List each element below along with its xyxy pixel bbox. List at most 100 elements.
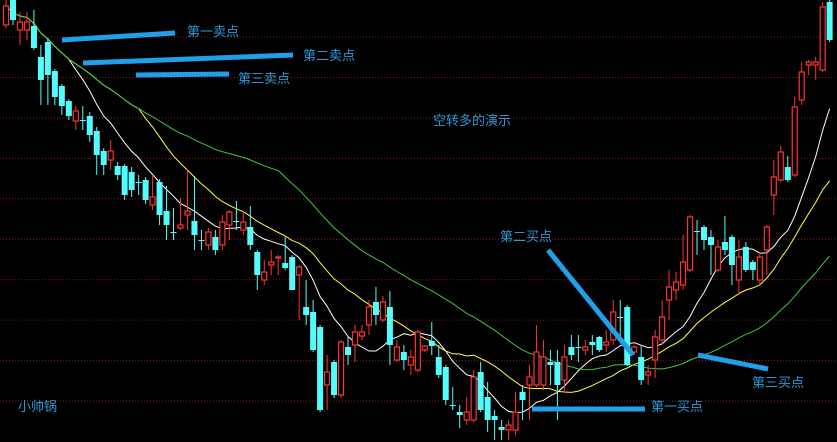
candle-body-down [596, 337, 603, 350]
candle-body-down [624, 307, 631, 365]
candle-body-down [449, 405, 456, 406]
candle-body-down [86, 116, 93, 135]
candle [317, 325, 324, 412]
candle-body-down [498, 427, 505, 430]
candle [170, 208, 177, 240]
candle-body-down [589, 342, 596, 345]
candle-body-up [2, 5, 10, 26]
candle [707, 230, 714, 275]
candle-body-up [275, 256, 282, 259]
candle [177, 198, 184, 230]
candle [449, 387, 456, 410]
candle-body-down [721, 242, 728, 250]
candle [435, 345, 442, 378]
candle [58, 84, 65, 115]
candle [805, 60, 812, 75]
candle-body-down [547, 362, 554, 365]
candle [589, 335, 596, 355]
candle [652, 330, 659, 378]
ma-slow-line [5, 5, 830, 371]
buy-point-3-label: 第三买点 [752, 376, 805, 391]
candle-body-down [156, 182, 163, 215]
candle [763, 225, 770, 275]
candle-body-up [240, 221, 247, 231]
candle [191, 176, 198, 250]
annotation-lines [61, 30, 769, 412]
candle-body-down [44, 42, 51, 75]
candle [198, 230, 205, 250]
candle-body-down [247, 227, 254, 245]
candle-body-down [142, 180, 149, 200]
candle-body-up [798, 71, 805, 101]
candle [714, 240, 722, 272]
candle [30, 10, 37, 50]
candle [142, 177, 149, 204]
candle-body-up [805, 61, 812, 66]
candle [826, 0, 833, 42]
candle [226, 210, 233, 240]
candle-body-up [184, 210, 191, 216]
chart-title: 空转多的演示 [433, 114, 512, 129]
sell-point-2-label: 第二卖点 [303, 49, 356, 64]
candle [156, 179, 163, 225]
candle-body-down [519, 392, 526, 400]
candle [477, 362, 484, 412]
candle-body-down [707, 237, 714, 245]
candle-body-down [191, 221, 198, 235]
candle [665, 270, 673, 320]
candle [296, 265, 303, 320]
candle-body-up [603, 341, 610, 346]
candle [149, 176, 156, 210]
candle [547, 350, 554, 385]
candle-body-up [812, 61, 819, 66]
candle-body-up [505, 424, 512, 431]
candle [617, 300, 624, 340]
candle-body-down [638, 357, 645, 380]
candle [289, 255, 296, 290]
candle [282, 237, 289, 270]
candle [184, 170, 191, 230]
candle-body-down [58, 86, 65, 106]
candle-body-down [51, 71, 58, 97]
candle [505, 420, 512, 440]
candle [65, 99, 72, 120]
candle [533, 325, 540, 387]
candle-body-up [561, 356, 568, 381]
candle-body-down [65, 101, 72, 116]
candle [694, 220, 701, 255]
candle-body-up [470, 376, 477, 421]
candle [519, 385, 526, 420]
candle-body-up [219, 221, 226, 246]
candle [23, 12, 31, 40]
candle-body-down [491, 416, 498, 420]
candle [679, 235, 687, 290]
candle [735, 240, 743, 295]
candle-body-up [714, 246, 722, 271]
candle-body-up [414, 331, 421, 371]
candle [275, 255, 282, 275]
candle-body-up [107, 150, 114, 161]
candle-body-down [728, 237, 735, 265]
candle [540, 340, 547, 390]
candle-body-down [568, 347, 575, 355]
candle [770, 160, 777, 215]
candle-body-down [163, 211, 170, 225]
candle [414, 330, 421, 372]
candle-body-down [749, 262, 756, 270]
candle-body-down [254, 252, 261, 275]
candle [365, 300, 373, 335]
candle-body-down [317, 327, 324, 410]
candle-body-up [763, 226, 770, 251]
candle [603, 330, 610, 352]
candle [819, 2, 826, 72]
candle-body-down [617, 317, 624, 318]
candle [610, 300, 617, 345]
sell-3-marker [135, 71, 230, 78]
candle-body-up [323, 371, 331, 386]
candle-body-down [442, 367, 449, 400]
candle-body-up [540, 356, 547, 386]
candle [701, 225, 707, 250]
